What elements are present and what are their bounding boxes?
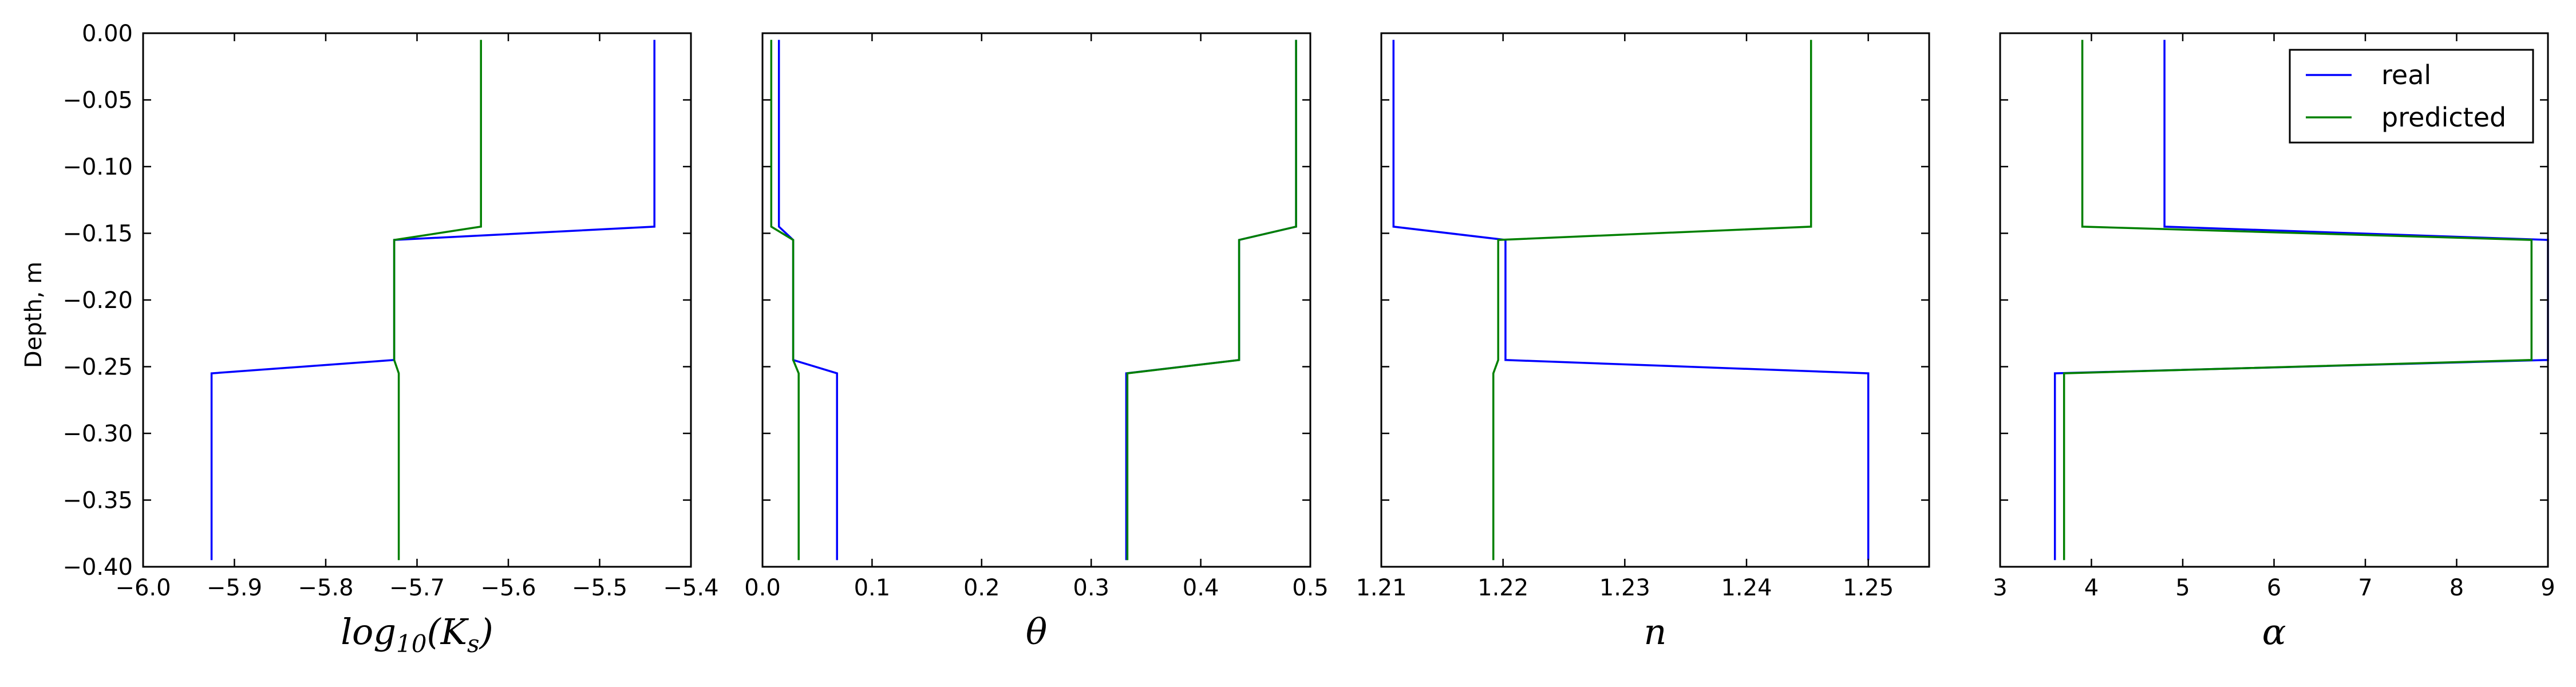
- x-tick-label: 0.5: [1292, 575, 1329, 601]
- series-line-predicted: [1492, 40, 1812, 560]
- x-tick-label: 0.0: [744, 575, 781, 601]
- series-line-predicted: [770, 40, 800, 560]
- x-tick-label: 1.21: [1356, 575, 1406, 601]
- x-tick-label: 0.4: [1183, 575, 1219, 601]
- y-tick-label: −0.05: [62, 88, 133, 114]
- x-tick-label: 5: [2175, 575, 2190, 601]
- legend: real predicted: [2289, 49, 2534, 144]
- legend-box: [2289, 49, 2534, 144]
- y-tick-label: −0.10: [62, 154, 133, 180]
- x-tick-label: 3: [1993, 575, 2007, 601]
- plot-frame: [761, 32, 1311, 568]
- x-tick-label: 0.1: [854, 575, 891, 601]
- subplot-2: 0.0 0.1 0.2 0.3 0.4 0.5 θ: [744, 32, 1329, 653]
- x-tick-label: −5.9: [207, 575, 262, 601]
- x-axis-label: α: [2262, 611, 2286, 653]
- x-axis-label: log10​(Ks​): [341, 611, 493, 658]
- subplot-1: −6.0 −5.9 −5.8 −5.7 −5.6 −5.5 −5.4 0.00 −0.05 −0.…: [62, 21, 718, 658]
- x-tick-label: 8: [2449, 575, 2464, 601]
- y-tick-label: −0.25: [62, 354, 133, 381]
- x-tick-label: 0.2: [963, 575, 1000, 601]
- y-tick-label: 0.00: [82, 21, 133, 47]
- series-line-real: [210, 40, 655, 560]
- x-tick-label: −5.4: [663, 575, 718, 601]
- x-tick-label: 1.24: [1721, 575, 1772, 601]
- x-tick-label: 0.3: [1073, 575, 1109, 601]
- series-line-predicted: [2063, 40, 2533, 560]
- series-line-predicted: [393, 40, 482, 560]
- x-tick-label: 4: [2084, 575, 2099, 601]
- x-tick-label: 6: [2267, 575, 2281, 601]
- x-tick-label: −5.8: [298, 575, 353, 601]
- x-tick-label: 1.22: [1477, 575, 1528, 601]
- series-line-real: [1125, 40, 1297, 560]
- series-line-predicted: [1126, 40, 1297, 560]
- series-line-real: [1392, 40, 1870, 560]
- plot-frame: [142, 32, 692, 568]
- x-axis-label: n: [1644, 611, 1667, 653]
- x-tick-label: 1.25: [1843, 575, 1894, 601]
- x-tick-label: −5.5: [572, 575, 627, 601]
- series-line-real: [777, 40, 838, 560]
- legend-label-real: real: [2381, 60, 2431, 90]
- x-tick-label: 7: [2358, 575, 2372, 601]
- subplot-4: 3 4 5 6 7 8 9 α real predicted: [1993, 32, 2555, 653]
- y-tick-label: −0.15: [62, 221, 133, 247]
- x-axis-label: θ: [1026, 611, 1047, 653]
- y-tick-label: −0.20: [62, 287, 133, 314]
- legend-label-predicted: predicted: [2381, 102, 2506, 133]
- x-tick-label: 9: [2541, 575, 2555, 601]
- y-tick-label: −0.35: [62, 488, 133, 514]
- subplot-3: 1.21 1.22 1.23 1.24 1.25 n: [1356, 32, 1930, 653]
- y-axis-label: Depth, m: [21, 262, 47, 368]
- plot-frame: [1380, 32, 1930, 568]
- y-tick-label: −0.30: [62, 421, 133, 447]
- y-tick-label: −0.40: [62, 554, 133, 581]
- x-tick-label: −5.6: [480, 575, 536, 601]
- x-tick-label: −5.7: [389, 575, 445, 601]
- x-tick-label: −6.0: [115, 575, 171, 601]
- x-tick-label: 1.23: [1599, 575, 1650, 601]
